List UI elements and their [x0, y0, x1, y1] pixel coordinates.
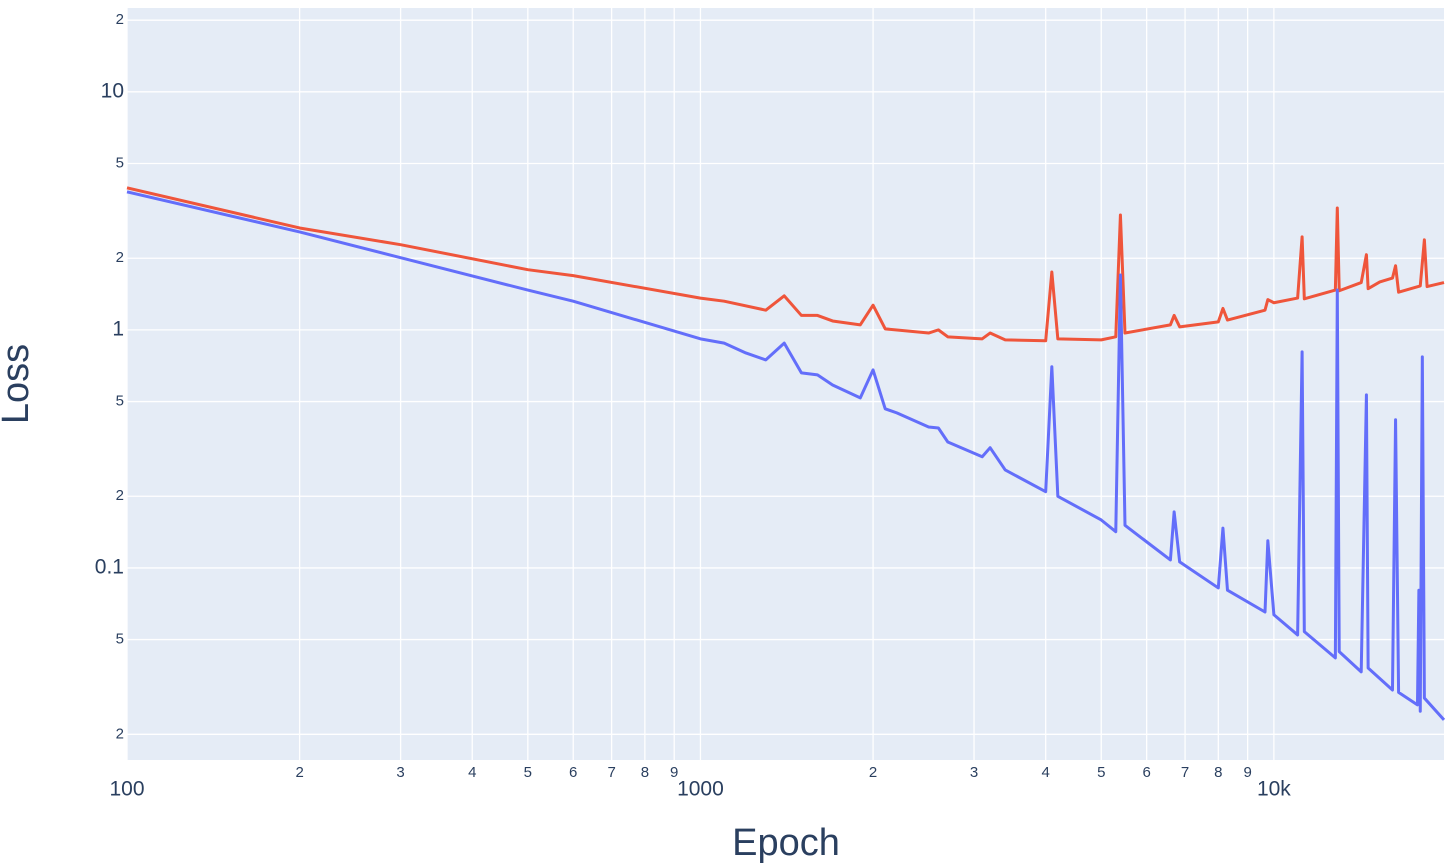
y-tick-label: 0.1 [95, 555, 124, 578]
x-tick-label: 6 [569, 764, 577, 781]
y-tick-label: 2 [116, 487, 124, 504]
x-tick-label: 10k [1257, 778, 1291, 801]
x-tick-label: 3 [970, 764, 978, 781]
y-tick-label: 2 [116, 249, 124, 266]
y-tick-label: 5 [116, 631, 124, 648]
x-axis-title: Epoch [732, 822, 840, 864]
y-tick-label: 10 [101, 79, 124, 102]
x-tick-label: 8 [641, 764, 649, 781]
x-tick-label: 2 [869, 764, 877, 781]
x-tick-label: 7 [607, 764, 615, 781]
x-tick-label: 2 [295, 764, 303, 781]
x-tick-label: 1000 [677, 778, 724, 801]
x-tick-label: 9 [1243, 764, 1251, 781]
y-tick-label: 5 [116, 154, 124, 171]
x-tick-label: 6 [1142, 764, 1150, 781]
x-tick-label: 5 [1097, 764, 1105, 781]
x-tick-label: 100 [109, 778, 144, 801]
y-tick-label: 1 [112, 317, 124, 340]
y-axis-title: Loss [0, 344, 37, 424]
x-tick-label: 9 [670, 764, 678, 781]
plot-area [127, 8, 1444, 760]
series-line [126, 186, 1445, 343]
x-tick-label: 4 [1042, 764, 1050, 781]
x-tick-label: 8 [1214, 764, 1222, 781]
x-tick-label: 4 [468, 764, 476, 781]
y-tick-label: 2 [116, 725, 124, 742]
y-tick-label: 2 [116, 11, 124, 28]
x-tick-label: 7 [1181, 764, 1189, 781]
y-tick-label: 5 [116, 393, 124, 410]
x-tick-label: 5 [524, 764, 532, 781]
series-line [126, 190, 1446, 721]
x-tick-label: 3 [396, 764, 404, 781]
